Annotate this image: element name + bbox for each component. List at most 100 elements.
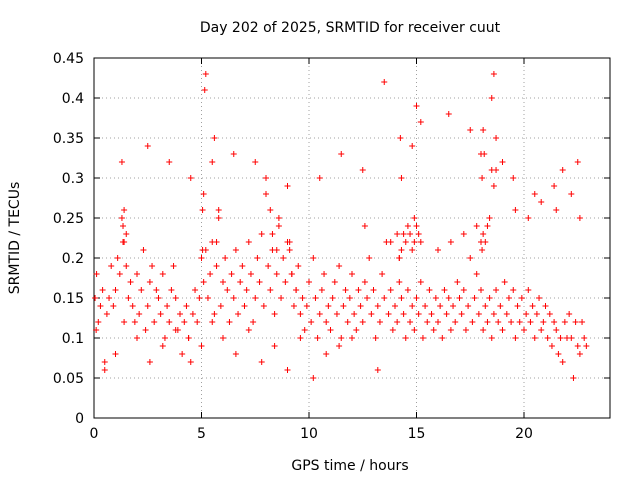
data-point [439,335,446,341]
data-point [189,311,196,317]
x-tick-label: 20 [515,426,533,442]
data-point [473,223,480,229]
data-point [546,311,553,317]
data-point [398,175,405,181]
data-point [200,191,207,197]
data-point [316,311,323,317]
data-point [273,271,280,277]
data-point [381,79,388,85]
data-point [200,279,207,285]
data-point [447,239,454,245]
data-point [129,303,136,309]
data-point [226,319,233,325]
data-point [241,303,248,309]
data-point [123,231,130,237]
data-point [278,295,285,301]
data-point [490,71,497,77]
x-tick-label: 5 [197,426,206,442]
data-point [454,279,461,285]
data-point [486,295,493,301]
data-point [310,255,317,261]
y-tick-label: 0.15 [53,291,84,307]
data-point [93,327,100,333]
data-point [574,159,581,165]
data-point [415,311,422,317]
data-point [247,271,254,277]
data-point [239,263,246,269]
data-point [245,239,252,245]
data-point [93,271,100,277]
data-point [422,303,429,309]
data-point [321,271,328,277]
data-point [523,311,530,317]
data-point [215,207,222,213]
data-point [497,303,504,309]
data-point [583,343,590,349]
data-point [166,319,173,325]
data-point [417,119,424,125]
data-point [151,319,158,325]
data-point [508,319,515,325]
data-point [398,295,405,301]
data-point [576,215,583,221]
data-point [209,319,216,325]
data-point [533,311,540,317]
data-point [288,271,295,277]
data-point [316,175,323,181]
data-point [235,311,242,317]
data-point [490,311,497,317]
data-point [106,295,113,301]
data-point [512,207,519,213]
data-point [359,167,366,173]
data-point [263,175,269,181]
data-point [415,231,422,237]
data-point [389,327,396,333]
data-point [460,231,467,237]
data-point [209,159,216,165]
data-point [303,303,310,309]
data-point [187,175,194,181]
data-point [267,207,274,213]
data-point [222,255,229,261]
data-point [338,335,345,341]
data-point [428,311,435,317]
data-point [548,343,555,349]
data-point [110,303,117,309]
x-tick-label: 10 [300,426,318,442]
data-point [426,287,433,293]
data-point [570,375,577,381]
data-point [198,255,205,261]
data-point [204,295,211,301]
data-point [482,239,489,245]
data-point [284,367,291,373]
data-point [136,311,143,317]
data-point [336,343,343,349]
data-point [518,295,525,301]
data-point [269,231,276,237]
plot-frame [93,57,611,419]
data-point [409,247,416,253]
data-point [505,295,512,301]
data-point [157,311,164,317]
data-point [271,343,278,349]
data-point [297,335,304,341]
data-point [402,239,409,245]
data-point [342,287,349,293]
data-point [359,319,366,325]
data-point [149,263,156,269]
data-point [397,135,404,141]
y-tick-label: 0.2 [62,251,84,267]
data-point [144,143,151,149]
data-point [284,183,291,189]
data-point [419,335,426,341]
data-point [407,231,414,237]
data-point [525,287,532,293]
data-point [559,167,566,173]
data-point [187,359,194,365]
data-point [207,271,214,277]
data-point [559,359,566,365]
data-point [164,303,171,309]
data-point [488,95,495,101]
data-point [411,215,418,221]
data-point [527,319,534,325]
